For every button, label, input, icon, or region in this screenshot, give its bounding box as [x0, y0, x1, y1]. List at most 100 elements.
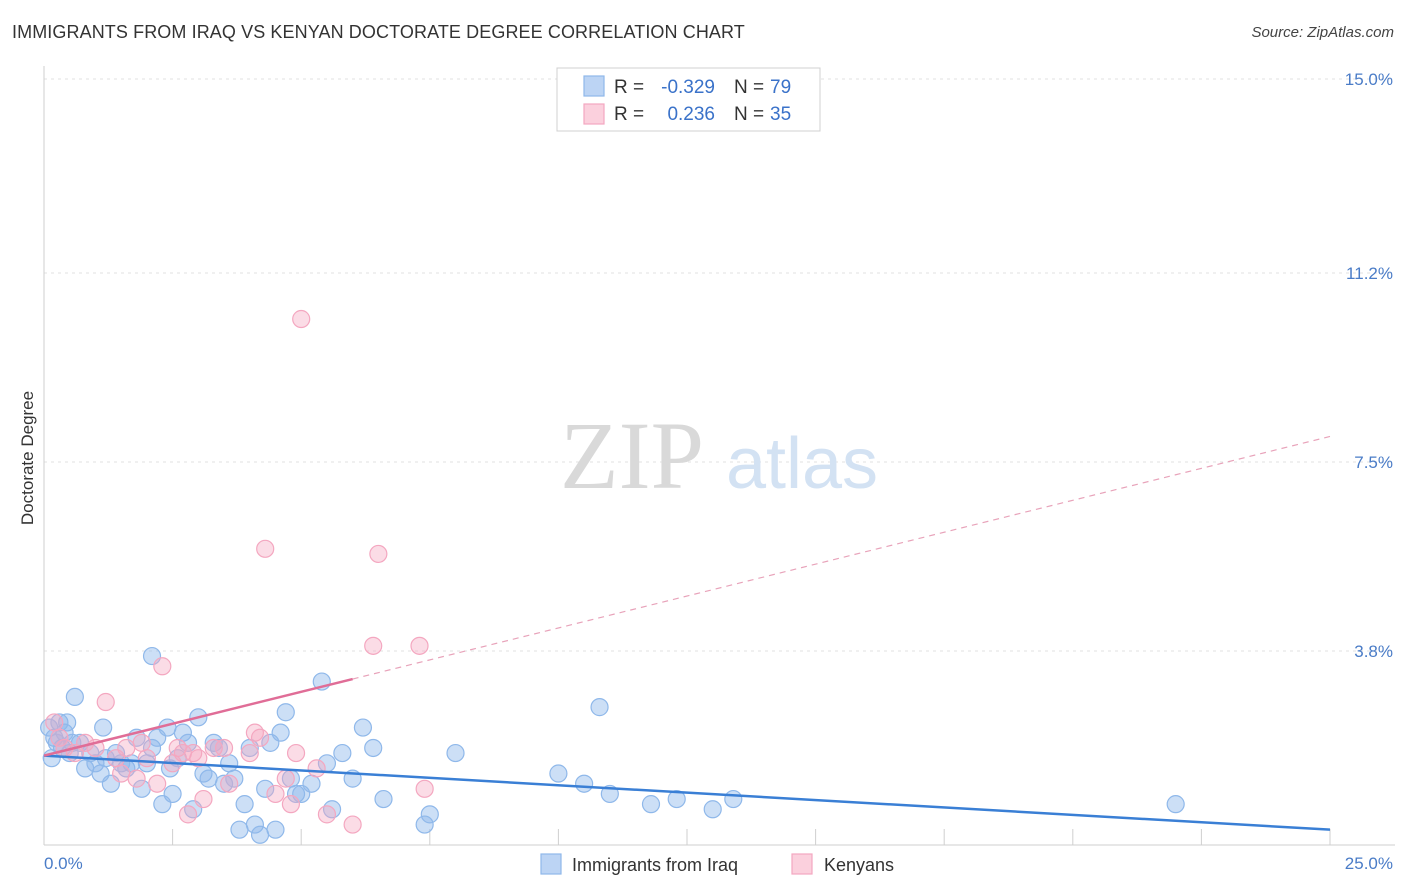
iraq-point-42	[245, 815, 265, 834]
iraq-point-66	[575, 774, 594, 793]
kenyans-point-23	[214, 738, 234, 758]
kenyans-point-14	[153, 657, 172, 676]
kenyans-trend-extension	[352, 435, 1331, 680]
kenyans-point-39	[410, 636, 429, 655]
kenyans-point-8	[112, 764, 131, 783]
legend-n-value-kenyans: 35	[770, 104, 791, 125]
legend-r-value-iraq: -0.329	[661, 77, 715, 98]
series-legend: Immigrants from Iraq Kenyans	[540, 853, 894, 875]
iraq-trend-line	[43, 754, 1331, 831]
stats-legend: R = -0.329 N = 79 R = 0.236 N = 35	[556, 67, 821, 132]
kenyans-point-32	[286, 743, 306, 763]
kenyans-point-29	[266, 784, 285, 804]
kenyans-point-34	[307, 759, 326, 778]
iraq-point-63	[420, 805, 439, 824]
iraq-point-58	[353, 718, 373, 737]
iraq-point-43	[250, 825, 270, 844]
iraq-point-38	[225, 769, 244, 788]
y-tick-label-2: 11.2%	[1346, 264, 1393, 283]
kenyans-point-20	[189, 749, 208, 768]
iraq-point-39	[230, 820, 249, 839]
y-tick-label-1: 7.5%	[1354, 453, 1393, 472]
iraq-point-15	[106, 743, 126, 763]
iraq-point-47	[271, 723, 290, 742]
y-axis-title: Doctorate Degree	[18, 391, 37, 525]
kenyans-point-37	[364, 636, 383, 655]
iraq-point-46	[266, 820, 285, 839]
kenyans-point-6	[96, 692, 115, 712]
iraq-point-2	[50, 713, 69, 732]
kenyans-point-33	[292, 309, 311, 329]
y-tick-label-0: 3.8%	[1354, 642, 1393, 661]
x-tick-label-max: 25.0%	[1345, 854, 1393, 873]
watermark-zip: ZIP	[560, 402, 704, 509]
iraq-point-69	[641, 795, 661, 814]
iraq-point-62	[415, 815, 434, 834]
iraq-point-44	[256, 779, 275, 798]
kenyans-point-21	[194, 789, 213, 809]
iraq-point-73	[1166, 795, 1185, 814]
legend-r-label-kenyans: R =	[614, 104, 644, 125]
iraq-point-70	[667, 789, 686, 809]
iraq-point-50	[286, 784, 306, 804]
kenyans-point-36	[343, 815, 362, 834]
legend-n-label-iraq: N =	[734, 77, 764, 98]
legend-n-value-iraq: 79	[770, 77, 791, 98]
legend-r-label-iraq: R =	[614, 77, 644, 98]
iraq-point-40	[235, 795, 254, 814]
iraq-point-29	[178, 733, 198, 752]
kenyans-point-38	[369, 544, 388, 564]
iraq-point-60	[374, 789, 393, 809]
iraq-point-72	[724, 789, 743, 809]
kenyans-point-40	[415, 779, 434, 798]
iraq-point-35	[209, 738, 228, 758]
iraq-point-22	[142, 738, 162, 758]
iraq-point-71	[703, 800, 722, 819]
legend-swatch-kenyans	[583, 103, 605, 125]
iraq-point-55	[322, 800, 342, 819]
legend-swatch-iraq	[583, 75, 605, 97]
kenyans-point-25	[240, 743, 259, 763]
kenyans-point-19	[184, 743, 203, 763]
iraq-point-7	[65, 687, 84, 707]
kenyans-point-12	[137, 749, 156, 768]
kenyans-point-9	[117, 738, 136, 758]
kenyans-point-11	[132, 733, 151, 752]
x-tick-label-min: 0.0%	[44, 854, 83, 873]
iraq-point-26	[163, 784, 182, 804]
iraq-point-34	[204, 733, 223, 752]
bottom-legend-label-iraq: Immigrants from Iraq	[572, 855, 738, 875]
source-credit: Source: ZipAtlas.com	[1251, 24, 1394, 41]
iraq-point-56	[333, 743, 352, 763]
kenyans-point-18	[178, 805, 198, 824]
kenyans-point-10	[127, 769, 146, 788]
kenyans-point-1	[50, 728, 69, 747]
iraq-point-48	[276, 703, 295, 722]
kenyans-trend-line	[43, 677, 353, 757]
bottom-legend-label-kenyans: Kenyans	[824, 855, 894, 875]
kenyans-point-22	[204, 738, 223, 758]
bottom-legend-swatch-kenyans	[791, 853, 813, 875]
iraq-point-67	[590, 698, 609, 717]
legend-r-value-kenyans: 0.236	[667, 104, 715, 125]
iraq-point-76	[58, 713, 77, 732]
iraq-point-77	[94, 718, 113, 737]
iraq-point-36	[214, 774, 234, 793]
kenyans-point-28	[256, 539, 275, 558]
kenyans-point-24	[220, 774, 239, 793]
watermark-atlas: atlas	[726, 424, 878, 504]
kenyans-point-35	[317, 805, 337, 824]
iraq-point-33	[199, 769, 218, 788]
bottom-legend-swatch-iraq	[540, 853, 562, 875]
y-tick-label-3: 15.0%	[1345, 70, 1393, 89]
kenyans-point-0	[45, 713, 64, 732]
kenyans-point-26	[245, 723, 265, 742]
iraq-point-64	[446, 743, 465, 763]
legend-n-label-kenyans: N =	[734, 104, 764, 125]
chart-title: IMMIGRANTS FROM IRAQ VS KENYAN DOCTORATE…	[12, 22, 745, 42]
kenyans-point-30	[276, 769, 295, 788]
iraq-point-59	[364, 738, 383, 758]
kenyans-point-27	[250, 728, 270, 747]
kenyans-point-31	[281, 795, 301, 814]
